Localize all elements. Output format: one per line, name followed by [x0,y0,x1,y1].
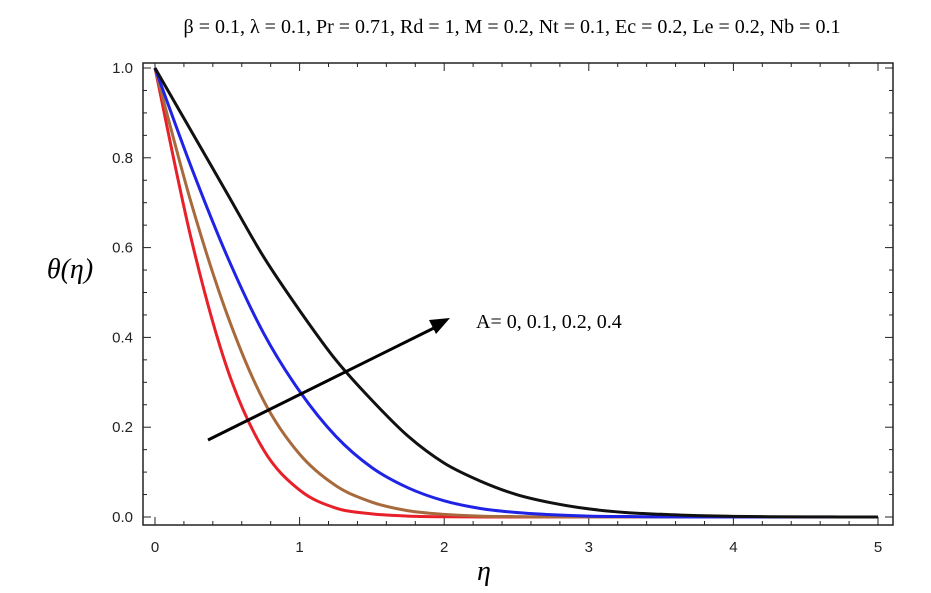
x-tick-label: 2 [440,539,448,556]
trend-arrow [207,318,450,442]
x-tick-label: 3 [585,539,593,556]
series-line-3 [153,67,879,519]
y-tick-label: 1.0 [112,60,133,77]
arrow-shaft [207,323,441,442]
y-tick-label: 0.2 [112,419,133,436]
y-tick-label: 0.0 [112,509,133,526]
y-tick-label: 0.6 [112,240,133,257]
chart-title: β = 0.1, λ = 0.1, Pr = 0.71, Rd = 1, M =… [184,16,841,38]
series-layer [153,67,879,519]
arrow-head [429,318,450,334]
axis-ticks: 0 1 2 3 4 5 0.0 0.2 0.4 0.6 0.8 1.0 [112,60,893,556]
y-tick-label: 0.4 [112,329,133,346]
plot-frame [142,62,894,526]
x-tick-label: 4 [729,539,737,556]
x-tick-label: 0 [151,539,159,556]
x-tick-label: 1 [295,539,303,556]
annotation-label: A= 0, 0.1, 0.2, 0.4 [476,311,622,333]
x-axis-label: η [477,556,491,587]
y-tick-label: 0.8 [112,150,133,167]
series-line-0 [153,67,878,519]
x-tick-label: 5 [874,539,882,556]
y-axis-label: θ(η) [47,254,93,285]
